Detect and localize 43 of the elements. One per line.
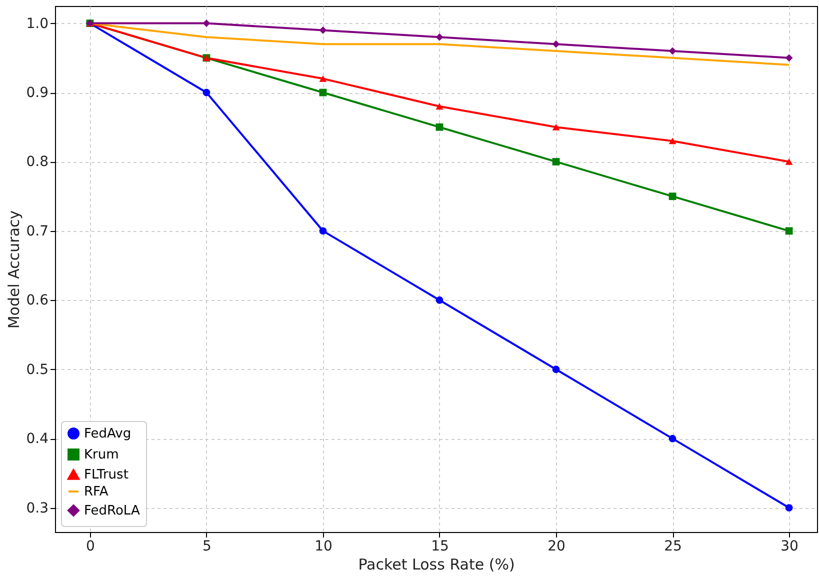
point [436, 296, 444, 304]
legend-label: RFA [84, 484, 108, 500]
x-tick-label: 5 [202, 538, 212, 554]
point [552, 124, 560, 130]
y-axis-title: Model Accuracy [5, 210, 24, 329]
point [785, 227, 793, 235]
point [436, 33, 444, 41]
point [785, 504, 793, 512]
legend-label: FLTrust [84, 468, 128, 482]
point [668, 434, 676, 442]
y-tick-label: 1.0 [26, 16, 48, 32]
x-tick-label: 0 [86, 538, 95, 554]
point [319, 75, 327, 82]
point [552, 366, 560, 374]
point [668, 138, 676, 144]
point [436, 123, 444, 131]
point [668, 192, 676, 200]
point [785, 54, 793, 62]
y-tick-label: 0.5 [26, 362, 48, 378]
y-tick-label: 0.3 [26, 500, 48, 516]
point [319, 26, 327, 34]
point [552, 40, 560, 48]
point [668, 47, 676, 55]
y-tick-label: 0.6 [26, 292, 49, 309]
x-tick-label: 25 [664, 538, 682, 554]
x-axis-title: Packet Loss Rate (%) [358, 556, 515, 574]
legend-label: Krum [84, 448, 119, 462]
x-tick-label: 20 [548, 538, 566, 554]
x-tick-label: 15 [431, 538, 449, 554]
legend-label: FedAvg [84, 426, 132, 442]
point [202, 88, 210, 96]
y-tick-label: 0.4 [26, 431, 49, 448]
point [785, 158, 793, 165]
y-tick-label: 0.7 [26, 223, 48, 240]
point [436, 103, 444, 110]
y-tick-label: 0.9 [26, 85, 48, 102]
legend-label: FedRoLA [84, 504, 140, 518]
x-tick-label: 10 [314, 538, 332, 554]
y-tick-label: 0.8 [26, 154, 48, 170]
x-tick-label: 30 [780, 538, 798, 554]
point [319, 227, 327, 235]
point [552, 158, 560, 166]
point [202, 20, 210, 28]
